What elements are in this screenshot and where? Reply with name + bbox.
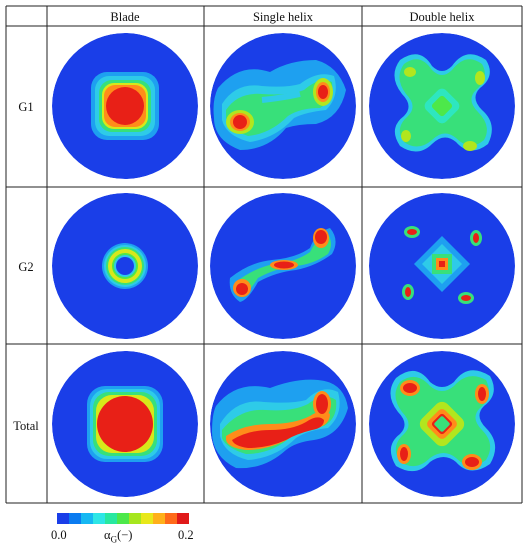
col-header-single-helix: Single helix xyxy=(253,10,314,24)
colorbar-swatch xyxy=(69,513,81,524)
colorbar-swatch xyxy=(93,513,105,524)
contour-g2-blade xyxy=(52,193,198,339)
colorbar-swatch xyxy=(165,513,177,524)
contour-total-single-helix xyxy=(210,351,356,497)
colorbar-swatch xyxy=(153,513,165,524)
row-header-g1: G1 xyxy=(18,100,33,114)
colorbar-swatch xyxy=(117,513,129,524)
colorbar-max-label: 0.2 xyxy=(178,528,194,542)
colorbar-swatch xyxy=(177,513,189,524)
contour-g1-blade xyxy=(52,33,198,179)
colorbar-min-label: 0.0 xyxy=(51,528,67,542)
contour-g1-double-helix xyxy=(369,33,515,179)
colorbar-swatch xyxy=(105,513,117,524)
col-header-blade: Blade xyxy=(110,10,140,24)
contour-grid: Blade Single helix Double helix G1 G2 To… xyxy=(5,5,523,504)
row-header-total: Total xyxy=(13,419,39,433)
col-header-double-helix: Double helix xyxy=(410,10,476,24)
row-header-g2: G2 xyxy=(18,260,33,274)
contour-g1-single-helix xyxy=(210,33,356,179)
contour-total-double-helix xyxy=(369,351,515,497)
colorbar-swatch xyxy=(141,513,153,524)
colorbar xyxy=(57,513,189,524)
colorbar-swatch xyxy=(129,513,141,524)
colorbar-variable-symbol: α xyxy=(104,528,111,542)
contour-total-blade xyxy=(52,351,198,497)
colorbar-variable-subscript: G xyxy=(110,534,118,545)
contour-g2-double-helix xyxy=(369,193,515,339)
colorbar-variable-label: αG(−) xyxy=(104,528,132,545)
colorbar-variable-unit: (−) xyxy=(117,528,133,542)
contour-g2-single-helix xyxy=(210,193,356,339)
colorbar-swatch xyxy=(57,513,69,524)
colorbar-swatch xyxy=(81,513,93,524)
table-lines xyxy=(5,5,523,504)
